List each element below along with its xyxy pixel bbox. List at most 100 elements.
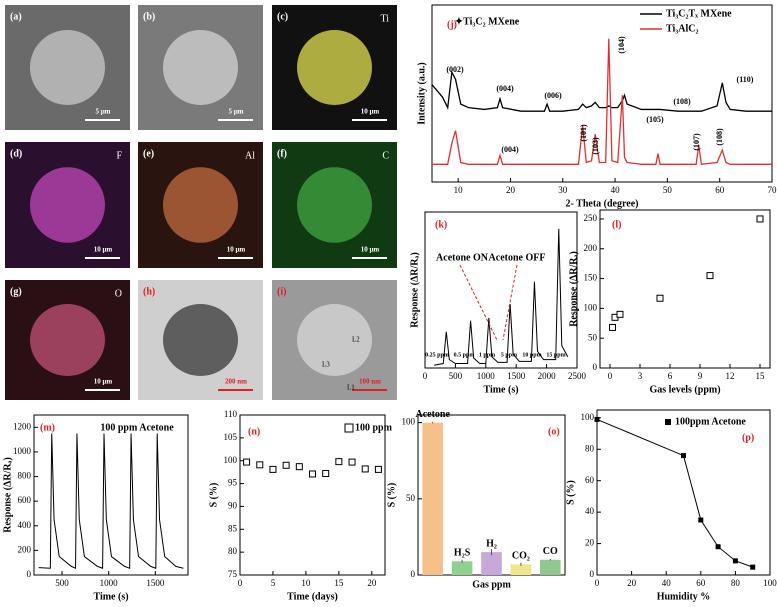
category-label: H₂ [486, 538, 497, 549]
marker [348, 458, 356, 466]
legend-label: 100 ppm [355, 422, 393, 433]
y-tick-label: 50 [588, 332, 598, 342]
panel-label: (j) [447, 19, 457, 30]
annotation: (108) [715, 128, 724, 146]
micrograph-feature [163, 167, 238, 243]
x-tick-label: 5 [271, 578, 276, 588]
y-tick-label: 100 [224, 455, 238, 465]
scale-label: 10 μm [94, 246, 113, 254]
annotation: (108) [673, 97, 691, 106]
panel-label: (k) [435, 219, 447, 230]
x-axis-label: Gas ppm [472, 579, 511, 590]
x-tick-label: 20 [506, 185, 516, 195]
x-tick-label: 500 [449, 371, 463, 381]
scale-label: 200 nm [225, 378, 247, 386]
marker [256, 461, 264, 469]
series-line [431, 70, 772, 112]
x-axis-label: Time (s) [483, 384, 518, 395]
marker [361, 465, 369, 473]
pointer [459, 264, 498, 341]
y-tick-label: 50 [406, 493, 416, 503]
region-label: L1 [347, 384, 355, 392]
y-axis-label: Response (ΔR/Rₐ) [409, 252, 420, 328]
y-tick-label: 250 [584, 213, 598, 223]
series-line [434, 228, 569, 366]
micrograph-feature [30, 167, 105, 243]
panel-label: (f) [277, 148, 287, 159]
category-label: Acetone [415, 409, 450, 420]
marker [594, 416, 600, 422]
scale-label: 10 μm [94, 378, 113, 386]
y-tick-label: 0 [593, 362, 598, 372]
y-axis-label: Response (ΔR/Rₐ) [568, 251, 579, 327]
x-tick-label: 20 [627, 578, 637, 588]
annotation: ✦Ti₃C₂ MXene [455, 16, 520, 27]
y-axis-label: Response (ΔR/Rₐ) [2, 457, 13, 533]
category-label: CO [543, 546, 558, 557]
x-axis-label: 2- Theta (degree) [566, 198, 639, 209]
panel-label: (c) [277, 11, 288, 22]
plot-frame [239, 414, 386, 576]
panel-label: (p) [742, 432, 754, 443]
series-line [596, 418, 753, 568]
legend-marker [344, 423, 354, 433]
legend-label: Ti₃AlC₂ [666, 23, 699, 34]
marker [374, 465, 382, 473]
y-tick-label: 0 [590, 569, 595, 579]
y-axis-label: S (%) [565, 480, 576, 505]
x-tick-label: 60 [696, 578, 706, 588]
x-tick-label: 40 [662, 578, 672, 588]
x-tick-label: 2000 [538, 371, 557, 381]
annotation: 1 ppm [479, 352, 495, 358]
marker [309, 470, 316, 478]
legend-label: Ti₃C₂Tₓ MXene [666, 8, 732, 19]
x-tick-label: 15 [334, 578, 344, 588]
panel-label: (b) [143, 11, 155, 22]
panel-label: (m) [40, 422, 55, 433]
y-tick-label: 200 [584, 243, 598, 253]
x-tick-label: 70 [768, 185, 777, 195]
x-axis-label: Humidity % [657, 591, 711, 602]
marker [750, 564, 756, 570]
y-tick-label: 400 [18, 520, 32, 530]
category-label: H₂S [454, 548, 471, 559]
marker [732, 558, 738, 564]
x-tick-label: 100 [763, 578, 777, 588]
panel-label: (n) [248, 426, 260, 437]
panel-label: (a) [10, 11, 22, 22]
annotation: (104) [617, 36, 626, 54]
scale-label: 10 μm [361, 108, 380, 116]
x-tick-label: 0 [608, 371, 613, 381]
plot-frame [33, 414, 189, 576]
annotation: (110) [737, 75, 754, 84]
annotation: (006) [544, 91, 562, 100]
bar [422, 422, 443, 575]
bar [510, 564, 532, 575]
plot-frame [424, 211, 578, 369]
annotation: 100 ppm Acetone [100, 422, 174, 433]
x-tick-label: 10 [454, 185, 464, 195]
y-tick-label: 100 [581, 412, 595, 422]
annotation: Acetone ON [436, 252, 489, 263]
scale-label: 10 μm [361, 246, 380, 254]
micrograph-feature [30, 304, 105, 376]
x-axis-label: Gas levels (ppm) [649, 384, 720, 395]
y-tick-label: 800 [18, 471, 32, 481]
y-axis-label: S (%) [208, 483, 219, 508]
micrograph-feature [297, 167, 372, 243]
marker [322, 470, 330, 478]
x-tick-label: 80 [731, 578, 741, 588]
y-tick-label: 90 [228, 500, 238, 510]
y-axis-label: S (%) [386, 483, 397, 508]
annotation: (107) [692, 133, 701, 151]
y-tick-label: 1200 [13, 421, 32, 431]
marker [243, 458, 251, 466]
x-tick-label: 1500 [146, 578, 165, 588]
element-label: O [115, 288, 122, 299]
panel-label: (d) [10, 148, 22, 159]
y-tick-label: 200 [18, 544, 32, 554]
y-tick-label: 20 [585, 538, 595, 548]
marker [269, 465, 277, 473]
x-tick-label: 0 [595, 578, 600, 588]
